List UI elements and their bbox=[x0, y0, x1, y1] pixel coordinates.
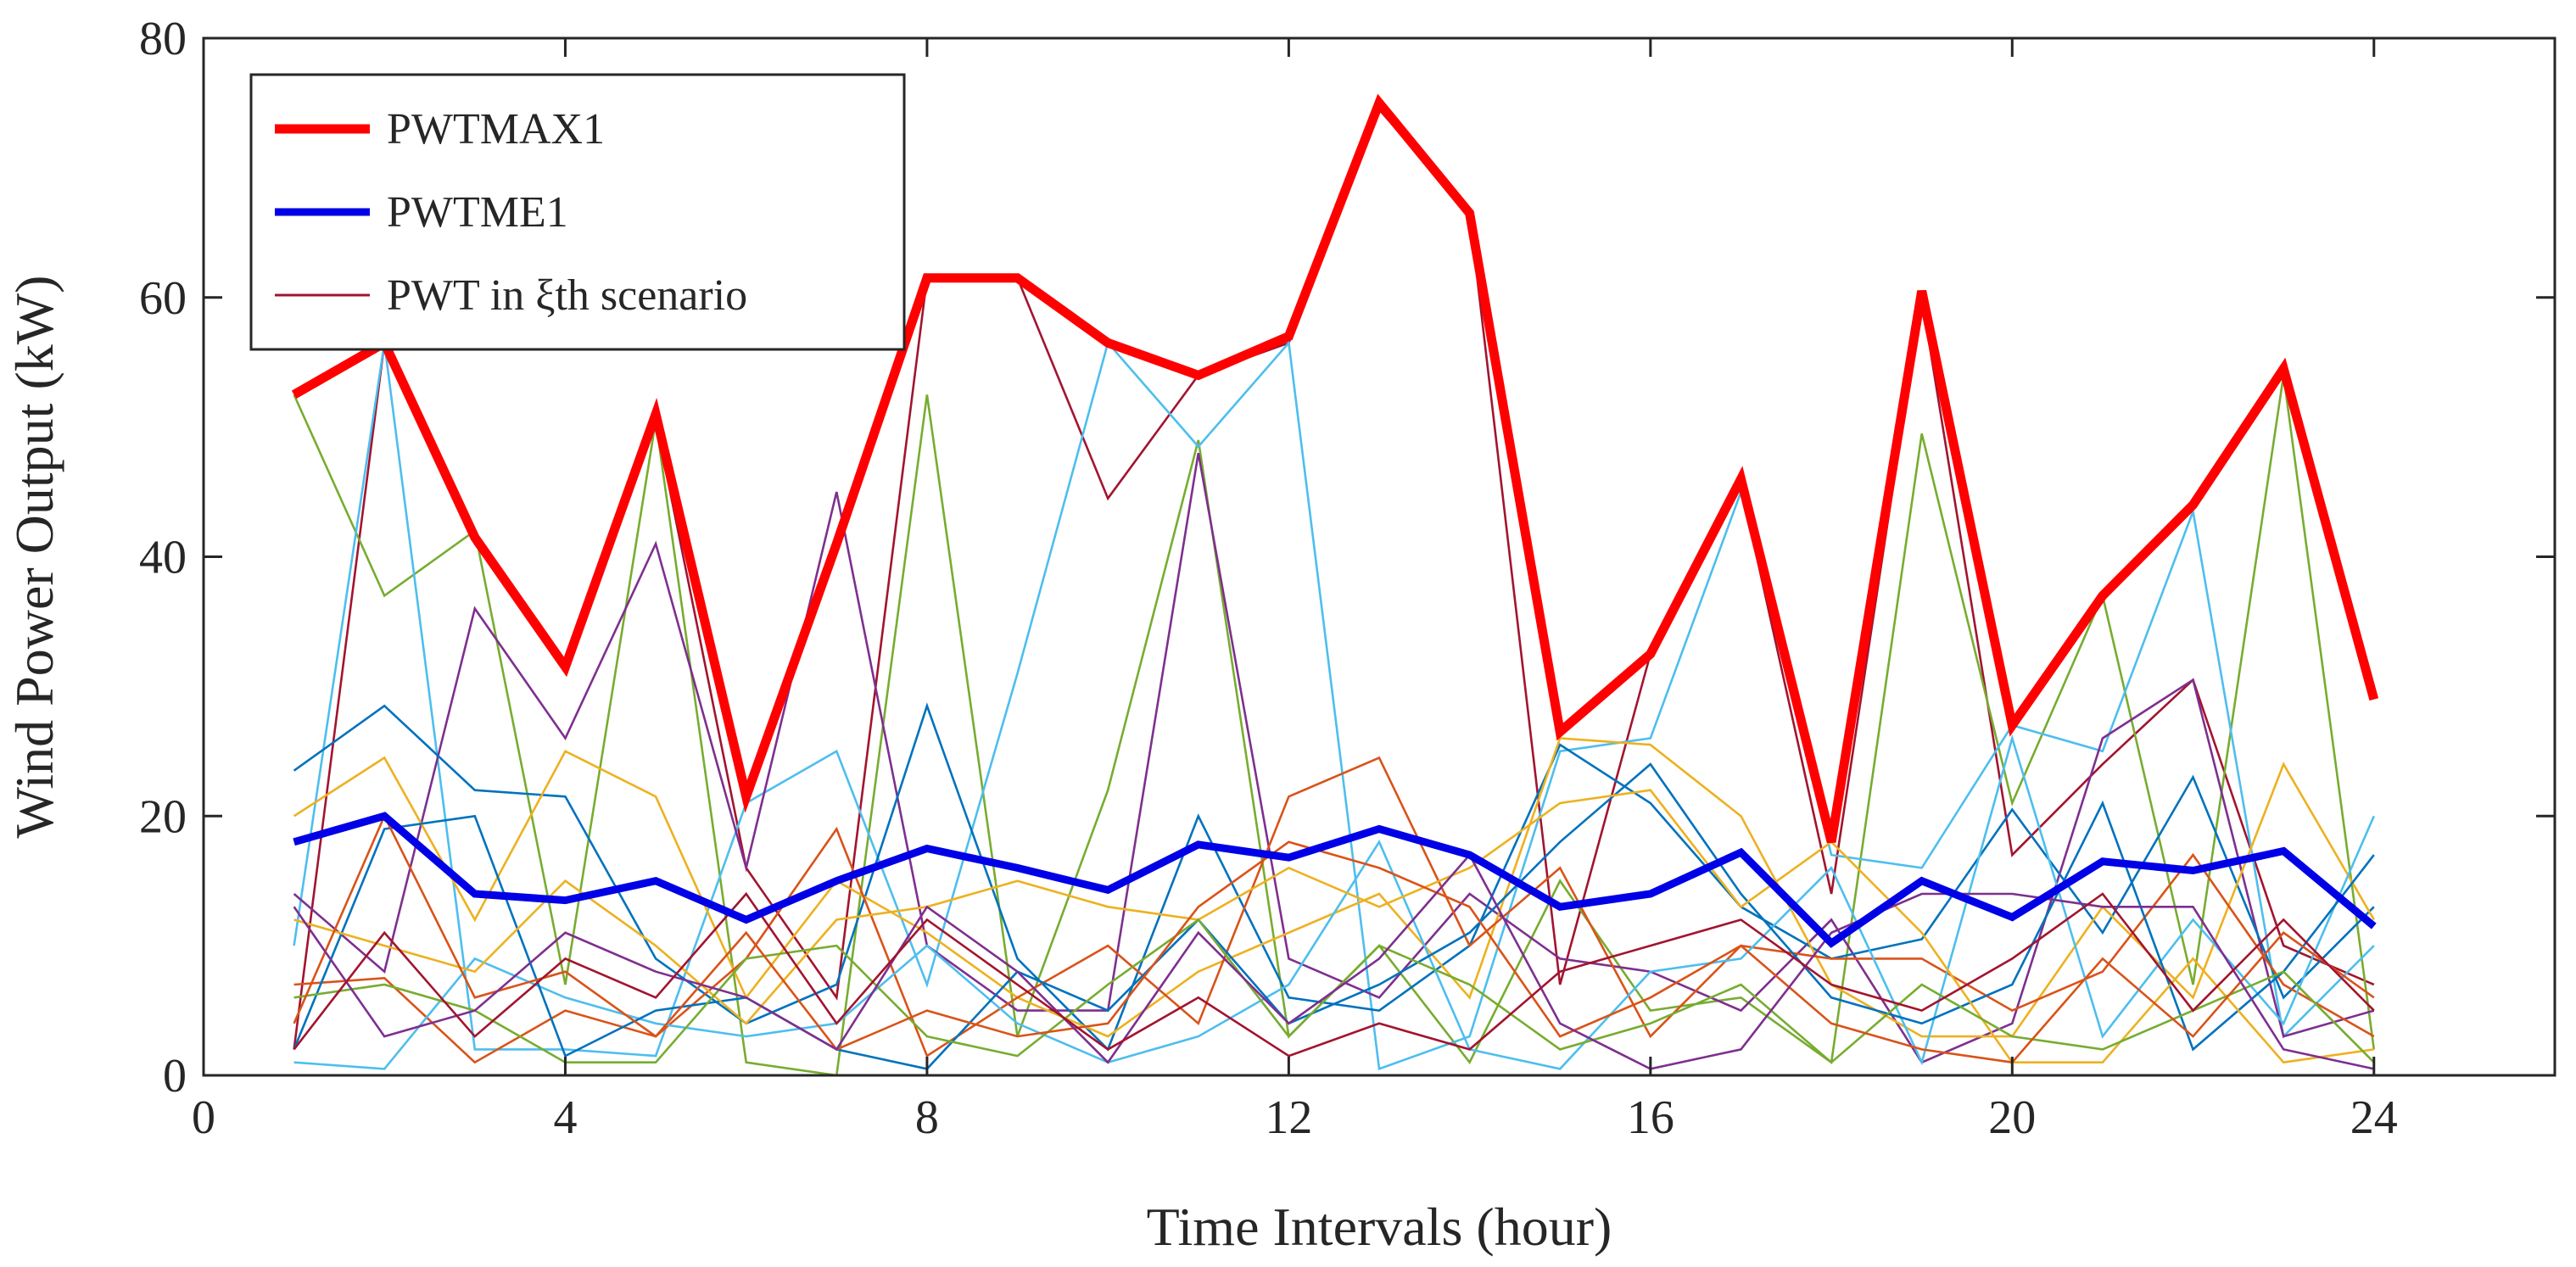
scenario-line-9 bbox=[293, 762, 2375, 1070]
series-line-pwtmax1 bbox=[291, 93, 2379, 844]
y-tick-label: 0 bbox=[163, 1050, 187, 1102]
x-tick-label: 16 bbox=[1627, 1091, 1674, 1144]
x-tick-label: 20 bbox=[1988, 1091, 2036, 1144]
legend-label: PWTMAX1 bbox=[387, 105, 605, 153]
scenario-line-3 bbox=[293, 340, 2375, 1071]
y-tick-label: 40 bbox=[139, 532, 187, 584]
scenario-line-8 bbox=[293, 734, 2375, 1070]
legend-label: PWTME1 bbox=[387, 188, 568, 237]
x-tick-label: 4 bbox=[553, 1091, 577, 1144]
x-tick-label: 8 bbox=[915, 1091, 939, 1144]
scenario-line-12 bbox=[293, 813, 2375, 1064]
y-axis-label: Wind Power Output (kW) bbox=[4, 276, 64, 839]
scenario-line-13 bbox=[293, 852, 2375, 1070]
y-tick-label: 60 bbox=[139, 272, 187, 325]
series-line-pwtme1 bbox=[293, 812, 2377, 948]
legend-label: PWT in ξth scenario bbox=[387, 271, 747, 320]
x-tick-label: 0 bbox=[192, 1091, 215, 1144]
x-tick-label: 24 bbox=[2350, 1091, 2398, 1144]
scenario-line-5 bbox=[293, 702, 2375, 1052]
x-tick-label: 12 bbox=[1265, 1091, 1312, 1144]
x-axis-label: Time Intervals (hour) bbox=[1147, 1197, 1612, 1257]
scenario-line-14 bbox=[293, 891, 2375, 1058]
y-tick-label: 80 bbox=[139, 13, 187, 65]
axes-layer: 0 4 8 12 16 20 24 0 20 40 60 80 bbox=[139, 13, 2556, 1144]
scenario-line-7 bbox=[293, 756, 2375, 1064]
legend: PWTMAX1 PWTME1 PWT in ξth scenario bbox=[249, 73, 906, 351]
scenario-line-2 bbox=[293, 375, 2376, 1077]
scenario-line-10 bbox=[293, 789, 2374, 1064]
series-layer bbox=[291, 93, 2379, 1077]
y-tick-label: 20 bbox=[139, 790, 187, 843]
scenario-line-4 bbox=[293, 452, 2375, 1064]
